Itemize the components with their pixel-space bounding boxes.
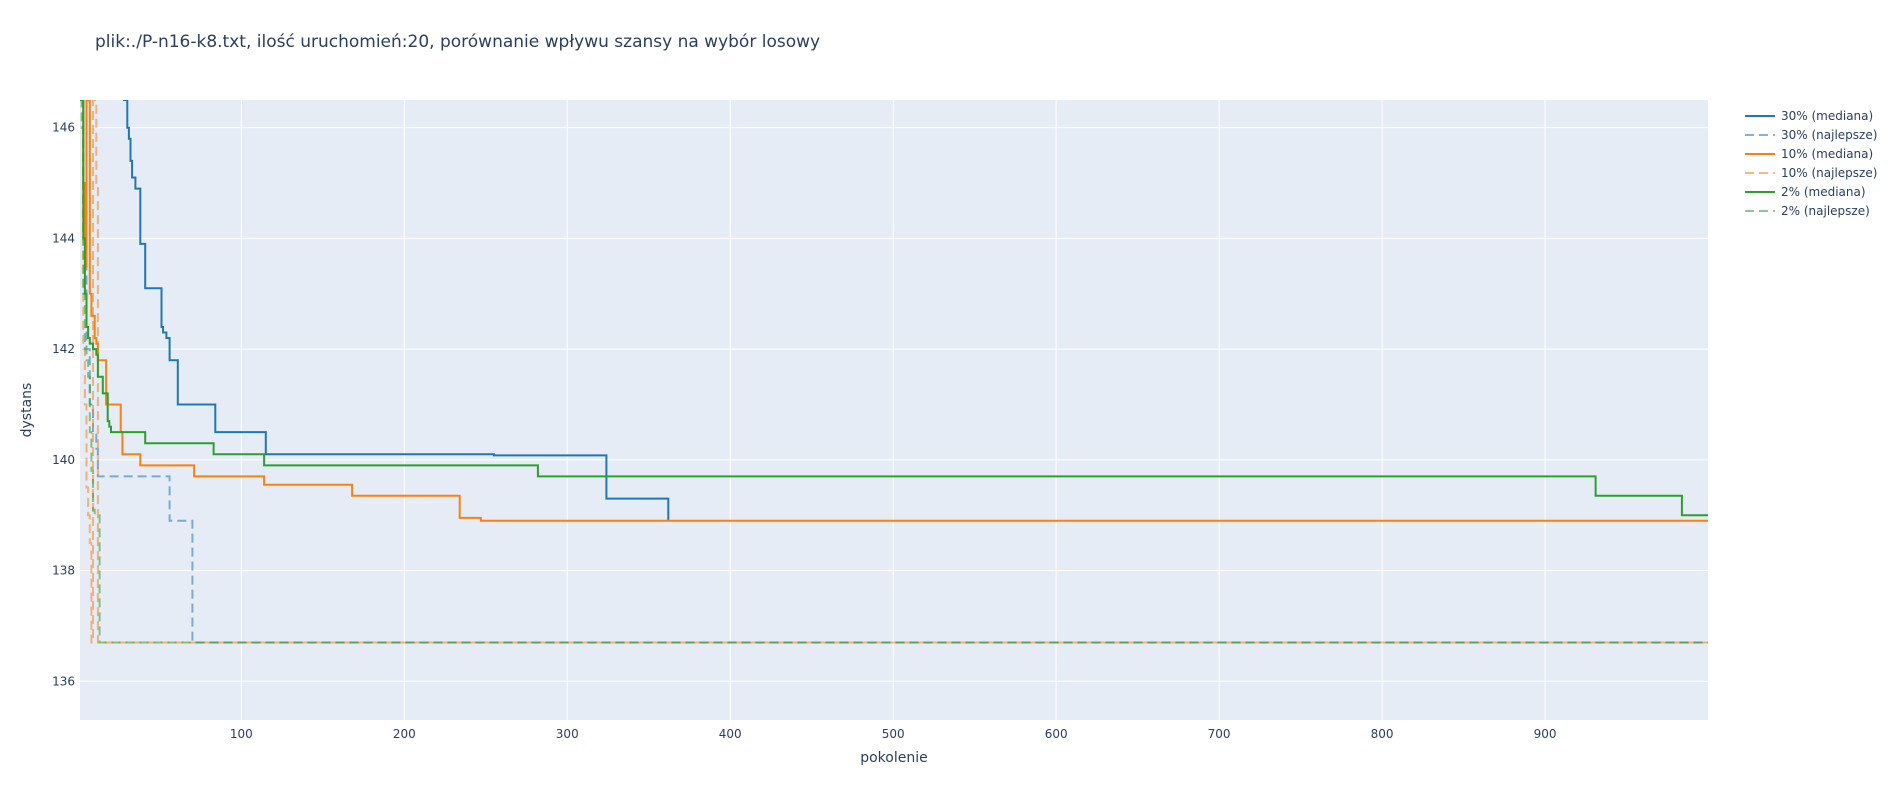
y-tick-label: 142 [52, 342, 75, 356]
x-tick-label: 900 [1534, 727, 1557, 741]
series-line-3 [80, 100, 1708, 644]
series-lines [80, 100, 1708, 644]
x-tick-label: 700 [1208, 727, 1231, 741]
series-line-4 [80, 100, 1708, 517]
x-axis-label: pokolenie [860, 750, 928, 766]
legend-item[interactable]: 10% (najlepsze) [1745, 163, 1877, 182]
x-tick-label: 300 [556, 727, 579, 741]
x-tick-label: 100 [230, 727, 253, 741]
x-tick-label: 600 [1045, 727, 1068, 741]
legend-label: 30% (mediana) [1781, 108, 1874, 123]
legend: 30% (mediana) 30% (najlepsze) 10% (mediana… [1745, 106, 1877, 220]
tick-labels: 100 200 300 400 500 600 700 800 900 136 138 140 142 1… [52, 121, 1556, 741]
gridlines [80, 100, 1708, 720]
legend-swatch-icon [1745, 171, 1775, 174]
legend-item[interactable]: 2% (mediana) [1745, 182, 1877, 201]
chart-title: plik:./P-n16-k8.txt, ilość uruchomień:20… [95, 32, 821, 52]
legend-swatch-icon [1745, 190, 1775, 193]
legend-swatch-icon [1745, 133, 1775, 136]
x-tick-label: 800 [1371, 727, 1394, 741]
y-tick-label: 136 [52, 674, 75, 688]
x-tick-label: 200 [393, 727, 416, 741]
legend-swatch-icon [1745, 114, 1775, 117]
legend-label: 10% (najlepsze) [1781, 165, 1878, 180]
legend-label: 2% (mediana) [1781, 184, 1866, 199]
legend-label: 10% (mediana) [1781, 146, 1874, 161]
legend-swatch-icon [1745, 152, 1775, 155]
series-line-0 [123, 100, 670, 521]
legend-item[interactable]: 2% (najlepsze) [1745, 201, 1877, 220]
y-axis-label: dystans [19, 383, 35, 438]
y-tick-label: 144 [52, 231, 75, 245]
legend-item[interactable]: 30% (najlepsze) [1745, 125, 1877, 144]
y-tick-label: 138 [52, 564, 75, 578]
y-tick-label: 140 [52, 453, 75, 467]
x-tick-label: 400 [719, 727, 742, 741]
series-line-5 [80, 100, 1708, 644]
legend-item[interactable]: 30% (mediana) [1745, 106, 1877, 125]
series-line-1 [80, 100, 1708, 644]
y-tick-label: 146 [52, 121, 75, 135]
legend-label: 30% (najlepsze) [1781, 127, 1878, 142]
x-tick-label: 500 [882, 727, 905, 741]
series-line-2 [80, 100, 1708, 522]
plot-area [80, 100, 1708, 720]
legend-swatch-icon [1745, 209, 1775, 212]
legend-label: 2% (najlepsze) [1781, 203, 1870, 218]
legend-item[interactable]: 10% (mediana) [1745, 144, 1877, 163]
